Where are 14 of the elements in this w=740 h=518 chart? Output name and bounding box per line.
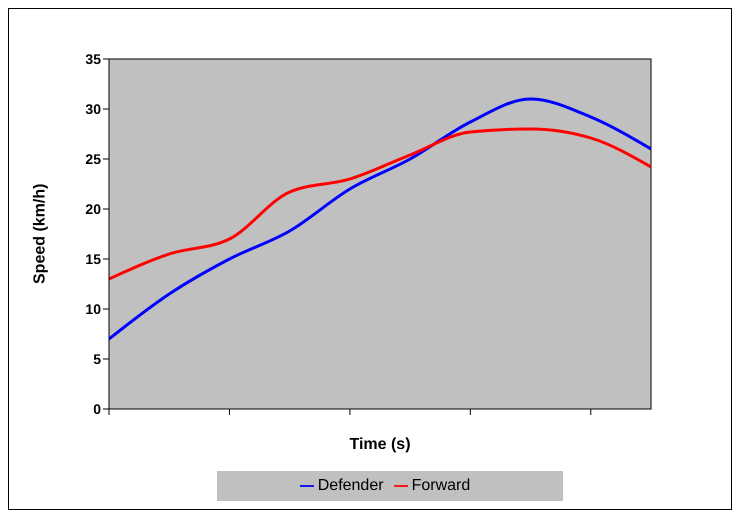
y-tick-label: 0	[93, 400, 102, 417]
y-tick-label: 5	[93, 350, 102, 367]
line-series	[109, 128, 651, 280]
y-tick-label: 25	[85, 150, 102, 167]
line-series	[109, 98, 651, 340]
legend-label: Forward	[412, 477, 470, 494]
y-tick-label: 20	[85, 200, 102, 217]
legend-label: Defender	[318, 477, 384, 494]
y-tick-label: 35	[85, 50, 102, 67]
y-tick-label: 30	[85, 100, 102, 117]
x-axis-title: Time (s)	[349, 436, 411, 453]
y-tick-label: 15	[85, 250, 102, 267]
y-axis-title: Speed (km/h)	[32, 184, 49, 284]
y-tick-label: 10	[85, 300, 102, 317]
